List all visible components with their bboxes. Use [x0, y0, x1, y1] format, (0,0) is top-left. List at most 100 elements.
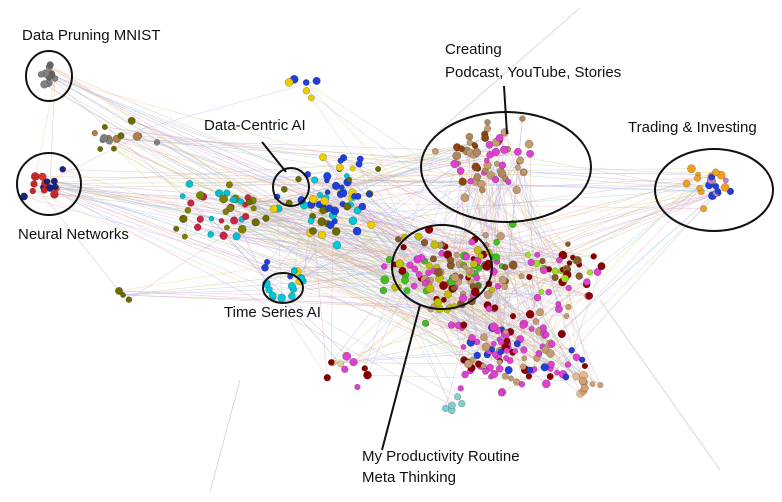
- node: [225, 181, 233, 189]
- node: [125, 296, 133, 303]
- node: [468, 238, 476, 246]
- node: [219, 194, 229, 204]
- node: [722, 177, 729, 184]
- node: [475, 282, 482, 289]
- node: [29, 187, 37, 195]
- edge: [44, 183, 212, 219]
- edge: [268, 289, 328, 378]
- edge: [45, 181, 476, 189]
- edge: [439, 7, 581, 131]
- edge: [33, 78, 56, 185]
- node: [580, 383, 589, 393]
- node: [337, 157, 344, 164]
- edge: [44, 181, 476, 184]
- node: [585, 292, 594, 300]
- node: [456, 167, 465, 175]
- node: [400, 244, 407, 251]
- node: [232, 232, 241, 241]
- node: [518, 381, 526, 388]
- node: [540, 363, 549, 372]
- edge: [501, 349, 572, 394]
- cluster-label: Data-Centric AI: [204, 117, 306, 134]
- node: [520, 346, 528, 354]
- node: [470, 260, 478, 268]
- edge: [48, 75, 266, 269]
- node: [496, 359, 503, 365]
- node: [425, 284, 435, 293]
- node: [358, 202, 367, 211]
- node: [573, 256, 582, 265]
- node: [262, 214, 270, 223]
- node: [97, 146, 104, 152]
- node: [242, 212, 250, 221]
- edge: [521, 187, 726, 385]
- node: [219, 231, 228, 240]
- node: [526, 366, 534, 374]
- node: [491, 350, 499, 358]
- node: [37, 71, 45, 78]
- highlight-ring: [391, 224, 493, 310]
- node: [30, 180, 38, 188]
- node: [513, 147, 522, 156]
- edge: [331, 215, 334, 363]
- node: [316, 191, 324, 199]
- node: [421, 280, 429, 287]
- node: [302, 87, 311, 95]
- node: [450, 285, 457, 292]
- edge: [230, 207, 486, 372]
- node: [513, 340, 521, 348]
- edge: [346, 172, 716, 177]
- node: [473, 246, 483, 255]
- node: [461, 370, 469, 379]
- node: [593, 268, 602, 276]
- node: [458, 145, 465, 153]
- node: [519, 322, 527, 330]
- edge: [223, 198, 594, 257]
- edge: [487, 174, 722, 306]
- node: [500, 145, 509, 154]
- node: [496, 232, 505, 241]
- node: [30, 172, 40, 181]
- node: [501, 372, 509, 380]
- node: [196, 215, 204, 223]
- node: [323, 171, 332, 181]
- edge: [545, 172, 716, 350]
- node: [565, 303, 572, 311]
- node: [458, 399, 466, 408]
- node: [457, 385, 464, 392]
- node: [502, 328, 509, 335]
- node: [478, 186, 486, 194]
- node: [331, 227, 341, 236]
- node: [492, 253, 501, 262]
- node: [554, 369, 560, 376]
- node: [566, 260, 573, 266]
- node: [100, 133, 109, 142]
- node: [694, 174, 702, 182]
- edge: [461, 148, 542, 293]
- node: [269, 204, 278, 214]
- node: [465, 132, 474, 141]
- node: [497, 348, 505, 356]
- edge: [32, 190, 273, 296]
- node: [482, 367, 489, 375]
- node: [497, 169, 507, 179]
- node: [468, 334, 476, 342]
- node: [312, 76, 321, 85]
- node: [268, 291, 277, 300]
- node: [572, 353, 581, 362]
- node: [185, 180, 194, 188]
- node: [486, 171, 496, 180]
- edge: [276, 196, 282, 299]
- node: [117, 132, 125, 140]
- edge: [209, 379, 241, 493]
- node: [545, 288, 553, 296]
- node: [519, 115, 526, 122]
- node: [473, 173, 482, 181]
- node: [558, 250, 568, 260]
- node: [361, 365, 369, 372]
- node: [410, 282, 418, 290]
- edge: [23, 194, 321, 197]
- node: [43, 178, 51, 185]
- node: [493, 238, 500, 246]
- node: [484, 125, 492, 133]
